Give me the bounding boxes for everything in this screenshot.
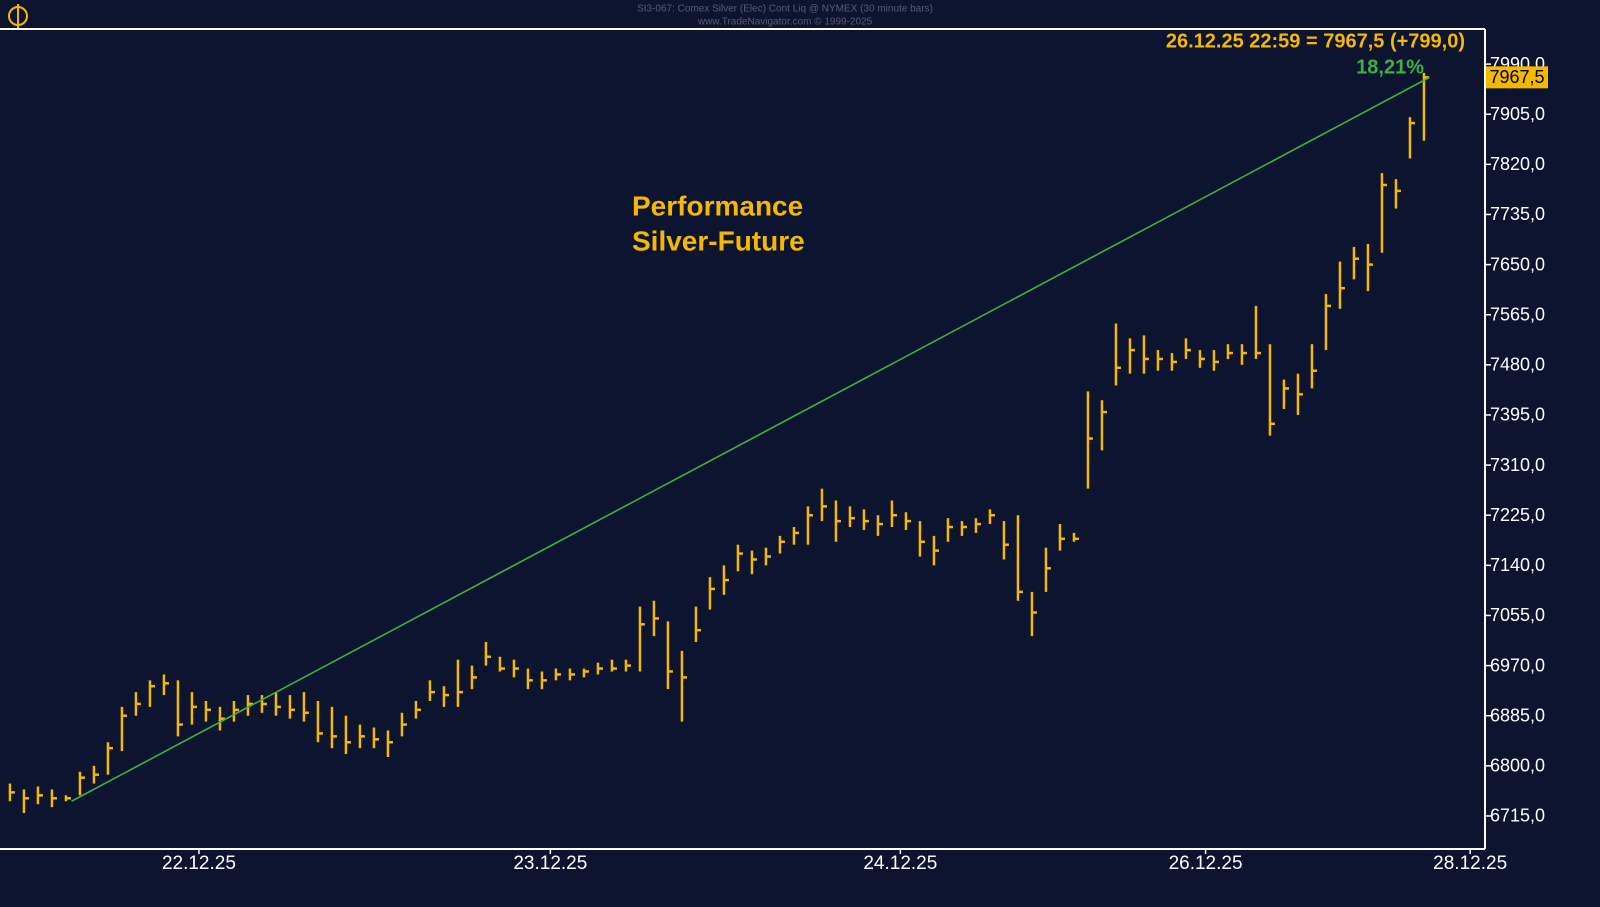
y-tick-label: 6970,0 xyxy=(1490,655,1545,675)
last-price-box xyxy=(1486,66,1548,89)
header-value: 26.12.25 22:59 = 7967,5 (+799,0) xyxy=(1166,30,1465,52)
x-tick-label: 26.12.25 xyxy=(1169,853,1243,874)
y-tick-label: 7395,0 xyxy=(1490,405,1545,425)
y-tick-label: 7905,0 xyxy=(1490,104,1545,124)
trend-line xyxy=(71,76,1430,802)
x-tick-label: 24.12.25 xyxy=(863,853,937,874)
y-tick-label: 7310,0 xyxy=(1490,455,1545,475)
y-tick-label: 7650,0 xyxy=(1490,254,1545,274)
annotation: Performance xyxy=(632,190,803,221)
y-tick-label: 7735,0 xyxy=(1490,204,1545,224)
last-price-label: 7967,5 xyxy=(1489,67,1544,87)
y-tick-label: 7820,0 xyxy=(1490,154,1545,174)
performance-label: 18,21% xyxy=(1356,56,1424,78)
y-tick-label: 6800,0 xyxy=(1490,756,1545,776)
annotation: Silver-Future xyxy=(632,225,805,256)
y-tick-label: 6715,0 xyxy=(1490,806,1545,826)
chart-title: SI3-067: Comex Silver (Elec) Cont Liq @ … xyxy=(637,4,933,15)
logo xyxy=(8,4,28,28)
y-tick-label: 7480,0 xyxy=(1490,355,1545,375)
y-tick-label: 7140,0 xyxy=(1490,555,1545,575)
x-tick-label: 28.12.25 xyxy=(1433,853,1507,874)
chart-subtitle: www.TradeNavigator.com © 1999-2025 xyxy=(697,17,873,28)
y-tick-label: 7055,0 xyxy=(1490,605,1545,625)
y-tick-label: 6885,0 xyxy=(1490,705,1545,725)
y-tick-label: 7565,0 xyxy=(1490,304,1545,324)
y-tick-label: 7225,0 xyxy=(1490,505,1545,525)
x-tick-label: 23.12.25 xyxy=(513,853,587,874)
x-tick-label: 22.12.25 xyxy=(162,853,236,874)
